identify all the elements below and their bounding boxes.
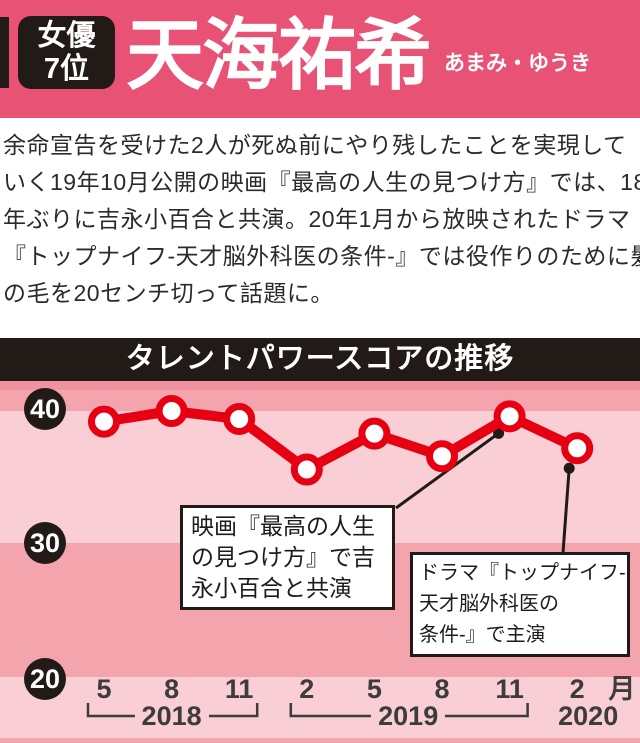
annotation-line: 映画『最高の人生 — [191, 513, 375, 539]
annotation-line: 条件-』で主演 — [419, 624, 546, 646]
chart-band — [0, 677, 640, 738]
bio-paragraph: 余命宣告を受けた2人が死ぬ前にやり残したことを実現して いく19年10月公開の映… — [0, 118, 640, 338]
annotation-dot — [493, 427, 505, 439]
year-label: 2018 — [134, 702, 209, 730]
badge-category: 女優 — [37, 20, 96, 52]
annotation-line: 天才脳外科医の — [419, 593, 559, 615]
talent-furigana: あまみ・ゆうき — [444, 52, 591, 75]
chart-band — [0, 738, 640, 743]
annotation-line: 永小百合と共演 — [191, 575, 352, 601]
x-tick-label: 5 — [96, 674, 112, 704]
x-tick-label: 2 — [569, 674, 585, 704]
year-label: 2019 — [371, 702, 446, 730]
data-point-marker — [358, 417, 391, 450]
annotation-dot — [563, 462, 575, 474]
rank-badge: 女優 7位 — [18, 16, 115, 89]
data-point-marker — [493, 400, 526, 433]
data-point-marker — [426, 440, 458, 473]
talent-name: 天海祐希 — [126, 10, 432, 101]
bio-line: 余命宣告を受けた2人が死ぬ前にやり残したことを実現して — [3, 132, 627, 158]
x-tick-label: 2 — [299, 674, 315, 704]
bio-line: 『トップナイフ-天才脳外科医の条件-』では役作りのために髪 — [3, 243, 640, 269]
year-label: 2020 — [551, 702, 626, 730]
header: 女優 7位 天海祐希 あまみ・ゆうき — [0, 0, 640, 118]
chart-canvas — [86, 395, 594, 718]
chart-area: 40 30 20 映画『最高の人生 の見つけ方』で吉 永小百合と共演 ドラマ『ト… — [0, 381, 640, 743]
data-point-marker — [223, 402, 256, 435]
x-tick-label: 8 — [164, 674, 180, 704]
data-point-marker — [561, 432, 594, 465]
badge-edge-bar — [0, 17, 9, 88]
chart-band — [0, 381, 640, 390]
data-point-marker — [290, 453, 323, 486]
y-tick-40: 40 — [24, 388, 66, 430]
data-point-marker — [88, 405, 120, 438]
chart-title: タレントパワースコアの推移 — [0, 338, 640, 381]
annotation-box-drama: ドラマ『トップナイフ- 天才脳外科医の 条件-』で主演 — [410, 552, 630, 657]
annotation-leader-line — [561, 468, 571, 554]
annotation-box-movie: 映画『最高の人生 の見つけ方』で吉 永小百合と共演 — [180, 505, 395, 610]
annotation-line: の見つけ方』で吉 — [191, 544, 375, 570]
bio-line: の毛を20センチ切って話題に。 — [3, 280, 334, 306]
x-axis-unit: 月 — [608, 674, 636, 704]
y-tick-30: 30 — [24, 522, 66, 564]
bio-line: 年ぶりに吉永小百合と共演。20年1月から放映されたドラマ — [3, 206, 631, 232]
x-tick-label: 8 — [434, 674, 450, 704]
y-tick-20: 20 — [24, 658, 66, 700]
x-tick-label: 11 — [495, 674, 524, 704]
annotation-line: ドラマ『トップナイフ- — [419, 562, 626, 584]
x-tick-label: 5 — [366, 674, 382, 704]
x-tick-label: 11 — [224, 674, 254, 704]
data-point-marker — [155, 395, 188, 427]
bio-line: いく19年10月公開の映画『最高の人生の見つけ方』では、18 — [3, 169, 640, 195]
badge-rank: 7位 — [43, 53, 90, 85]
